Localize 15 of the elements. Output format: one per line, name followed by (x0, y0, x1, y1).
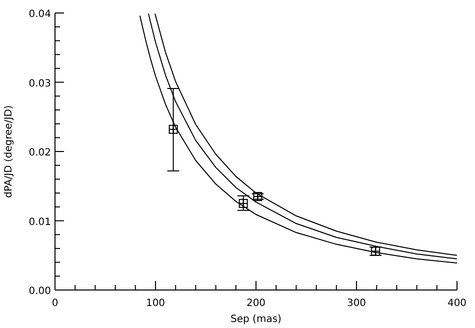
y-tick-label: 0.01 (28, 216, 51, 228)
y-tick-label: 0.00 (28, 286, 51, 297)
x-tick-label: 300 (346, 298, 366, 309)
point (238, 198, 248, 208)
x-tick-label: 100 (146, 298, 166, 309)
x-tick-label: 400 (447, 298, 467, 309)
x-tick-label: 0 (52, 298, 58, 309)
y-tick-label: 0.02 (28, 148, 51, 158)
y-axis-title: dPA/JD (degree/JD) (4, 105, 15, 198)
point (168, 124, 178, 134)
y-tick-label: 0.03 (28, 78, 51, 90)
x-tick-label: 200 (246, 298, 266, 309)
point (253, 192, 262, 202)
x-axis-title: Sep (mas) (230, 314, 282, 325)
y-tick-label: 0.04 (28, 9, 51, 20)
